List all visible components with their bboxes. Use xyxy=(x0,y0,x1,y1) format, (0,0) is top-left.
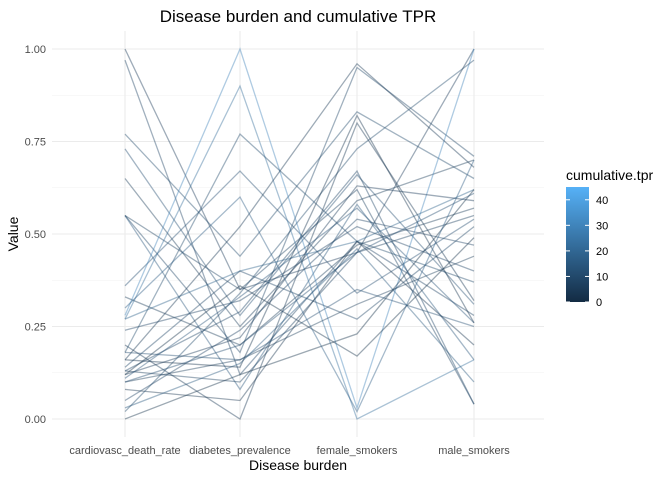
x-tick-label: cardiovasc_death_rate xyxy=(69,445,180,457)
y-tick-label: 1.00 xyxy=(25,44,46,56)
series-line-24 xyxy=(124,218,475,402)
colorbar-tick-label: 0 xyxy=(596,297,602,309)
colorbar-tick-label: 40 xyxy=(596,195,608,207)
y-tick-label: 0.25 xyxy=(25,322,46,334)
colorbar-tick-label: 30 xyxy=(596,220,608,232)
legend-title: cumulative.tpr xyxy=(566,167,653,183)
series-line-8 xyxy=(124,188,475,405)
series-line-14 xyxy=(124,225,475,331)
series-line-1 xyxy=(124,48,475,291)
series-line-26 xyxy=(124,59,475,413)
colorbar-tick-label: 10 xyxy=(596,271,608,283)
series-line-7 xyxy=(124,203,475,391)
series-line-11 xyxy=(124,47,475,410)
series-line-3 xyxy=(124,111,475,258)
colorbar xyxy=(566,187,589,302)
colorbar-tick-label: 20 xyxy=(596,246,608,258)
series-line-12 xyxy=(124,189,475,320)
series-line-31 xyxy=(124,237,475,376)
series-line-4 xyxy=(124,148,475,317)
series-line-21 xyxy=(124,207,475,379)
series-line-22 xyxy=(124,255,475,383)
x-tick-label: male_smokers xyxy=(438,445,510,457)
series-line-20 xyxy=(124,185,475,376)
series-line-19 xyxy=(124,214,475,383)
series-line-5 xyxy=(124,159,475,328)
y-tick-label: 0.75 xyxy=(25,137,46,149)
series-line-17 xyxy=(124,62,475,361)
series-line-16 xyxy=(124,288,475,361)
series-line-33 xyxy=(124,192,475,383)
x-tick-label: female_smokers xyxy=(317,445,398,457)
y-axis-ticks: 0.00 0.25 0.50 0.75 1.00 xyxy=(25,44,46,426)
series-line-2 xyxy=(124,59,475,376)
series-line-15 xyxy=(124,133,475,353)
series-line-25 xyxy=(124,247,475,409)
colorbar-ticks: 0 10 20 30 40 xyxy=(566,195,608,309)
series-line-28 xyxy=(124,121,475,420)
x-tick-label: diabetes_prevalence xyxy=(189,445,291,457)
x-axis-ticks: cardiovasc_death_rate diabetes_prevalence… xyxy=(69,445,510,457)
series-line-9 xyxy=(124,170,475,295)
legend: cumulative.tpr 0 10 20 30 40 xyxy=(566,167,653,309)
series-line-10 xyxy=(124,207,475,346)
grid-lines xyxy=(52,31,544,437)
y-axis-title: Value xyxy=(5,216,21,251)
series-line-29 xyxy=(124,114,475,368)
series-line-32 xyxy=(124,159,475,414)
series-line-30 xyxy=(124,169,475,405)
y-tick-label: 0.50 xyxy=(25,229,46,241)
series-lines xyxy=(124,47,475,420)
y-tick-label: 0.00 xyxy=(25,414,46,426)
series-line-18 xyxy=(124,226,475,368)
series-line-13 xyxy=(124,84,475,420)
x-axis-title: Disease burden xyxy=(249,457,347,473)
chart-title: Disease burden and cumulative TPR xyxy=(160,7,437,26)
series-line-23 xyxy=(124,240,475,402)
series-line-6 xyxy=(124,66,475,354)
series-line-27 xyxy=(124,189,475,420)
